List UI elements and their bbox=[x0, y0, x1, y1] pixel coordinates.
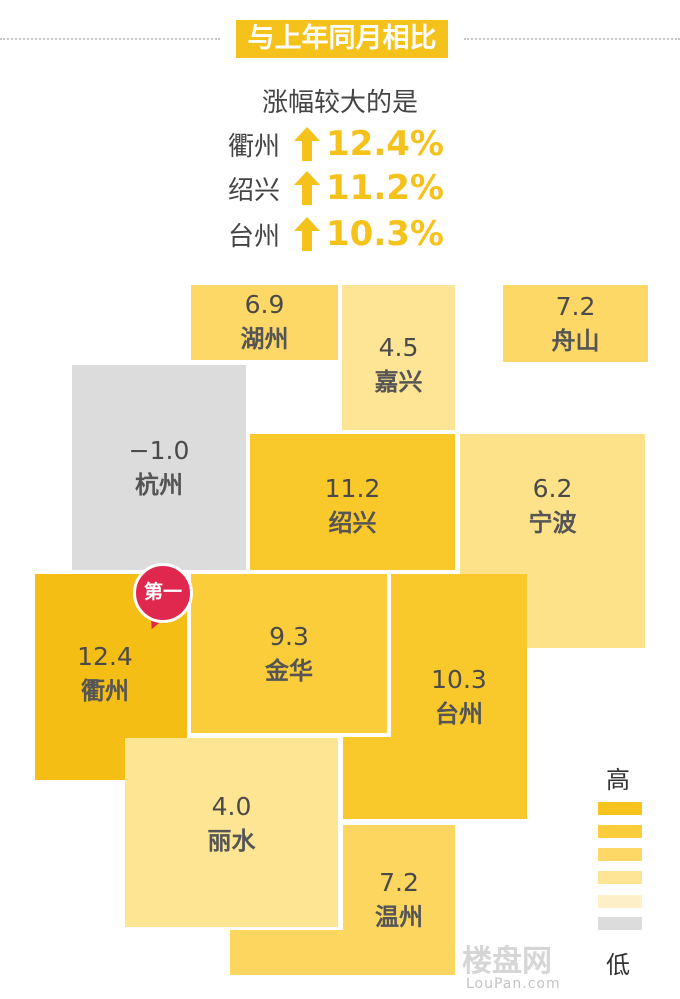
rank-first-badge: 第一 bbox=[133, 563, 193, 623]
label-huzhou: 6.9 湖州 bbox=[240, 290, 289, 353]
arrow-up-icon bbox=[294, 127, 320, 161]
arrow-up-icon bbox=[294, 171, 320, 205]
region-wenzhou-part bbox=[230, 930, 455, 975]
divider-right bbox=[464, 38, 680, 40]
label-taizhou: 10.3 台州 bbox=[431, 665, 487, 728]
region-hangzhou bbox=[72, 365, 246, 570]
legend-swatch bbox=[598, 871, 642, 884]
region-shaoxing bbox=[250, 434, 455, 570]
legend-swatch bbox=[598, 895, 642, 908]
region-jiaxing bbox=[342, 285, 455, 430]
legend-low: 低 bbox=[606, 951, 630, 979]
section-title: 与上年同月相比 bbox=[236, 20, 448, 58]
rise-city: 绍兴 bbox=[228, 175, 281, 206]
region-lishui bbox=[125, 738, 338, 927]
region-zhoushan bbox=[503, 285, 648, 362]
watermark-url: LouPan.com bbox=[466, 976, 561, 992]
label-zhoushan: 7.2 舟山 bbox=[551, 292, 600, 355]
label-wenzhou: 7.2 温州 bbox=[375, 868, 423, 931]
legend-swatch bbox=[598, 848, 642, 861]
region-huzhou bbox=[191, 285, 338, 360]
label-jiaxing: 4.5 嘉兴 bbox=[374, 333, 423, 396]
legend-swatch bbox=[598, 802, 642, 815]
legend-high: 高 bbox=[606, 766, 630, 794]
legend-swatch bbox=[598, 825, 642, 838]
arrow-up-icon bbox=[294, 217, 320, 251]
label-jinhua: 9.3 金华 bbox=[265, 622, 313, 685]
rise-city: 台州 bbox=[228, 221, 281, 252]
label-hangzhou: −1.0 杭州 bbox=[128, 436, 190, 499]
region-jinhua bbox=[191, 574, 387, 733]
region-taizhou-part bbox=[343, 737, 393, 819]
rise-pct: 10.3% bbox=[326, 214, 444, 254]
label-quzhou: 12.4 衢州 bbox=[77, 642, 133, 705]
rise-row: 台州 10.3% bbox=[228, 214, 444, 254]
legend-swatch bbox=[598, 917, 642, 930]
label-shaoxing: 11.2 绍兴 bbox=[324, 474, 381, 537]
rise-city: 衢州 bbox=[228, 131, 281, 162]
region-taizhou bbox=[391, 574, 527, 819]
rise-row: 衢州 12.4% bbox=[228, 124, 444, 164]
label-lishui: 4.0 丽水 bbox=[207, 792, 256, 855]
rise-pct: 11.2% bbox=[326, 168, 444, 208]
subtitle: 涨幅较大的是 bbox=[261, 88, 418, 118]
rise-row: 绍兴 11.2% bbox=[228, 168, 444, 208]
watermark-logo: 楼盘网 bbox=[462, 944, 552, 979]
label-ningbo: 6.2 宁波 bbox=[528, 474, 577, 537]
divider-left bbox=[0, 38, 220, 40]
rise-pct: 12.4% bbox=[326, 124, 444, 164]
